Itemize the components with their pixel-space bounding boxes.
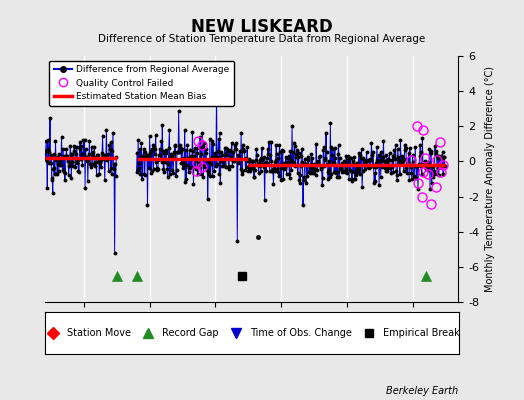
Y-axis label: Monthly Temperature Anomaly Difference (°C): Monthly Temperature Anomaly Difference (… bbox=[485, 66, 495, 292]
Text: NEW LISKEARD: NEW LISKEARD bbox=[191, 18, 333, 36]
Legend: Station Move, Record Gap, Time of Obs. Change, Empirical Break: Station Move, Record Gap, Time of Obs. C… bbox=[40, 324, 463, 342]
Legend: Difference from Regional Average, Quality Control Failed, Estimated Station Mean: Difference from Regional Average, Qualit… bbox=[49, 60, 234, 106]
Text: Difference of Station Temperature Data from Regional Average: Difference of Station Temperature Data f… bbox=[99, 34, 425, 44]
Text: Berkeley Earth: Berkeley Earth bbox=[386, 386, 458, 396]
